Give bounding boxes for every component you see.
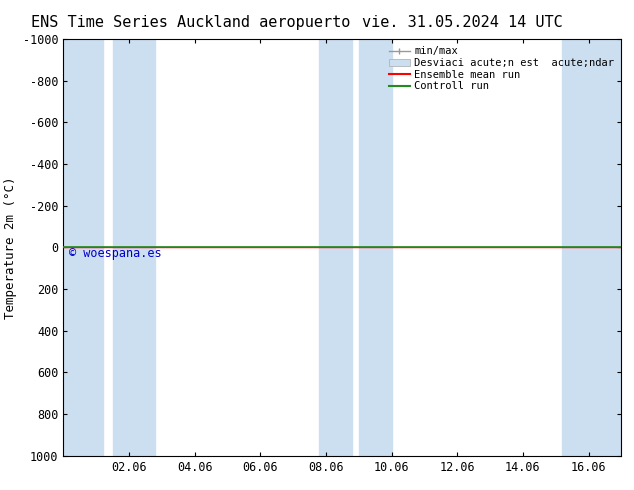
- Legend: min/max, Desviaci acute;n est  acute;ndar, Ensemble mean run, Controll run: min/max, Desviaci acute;n est acute;ndar…: [387, 45, 616, 93]
- Y-axis label: Temperature 2m (°C): Temperature 2m (°C): [4, 176, 17, 318]
- Bar: [320, 39, 353, 456]
- Bar: [113, 39, 155, 456]
- Bar: [359, 39, 392, 456]
- Bar: [562, 39, 621, 456]
- Text: ENS Time Series Auckland aeropuerto: ENS Time Series Auckland aeropuerto: [30, 15, 350, 30]
- Bar: [63, 39, 103, 456]
- Text: vie. 31.05.2024 14 UTC: vie. 31.05.2024 14 UTC: [363, 15, 563, 30]
- Text: © woespana.es: © woespana.es: [69, 247, 162, 261]
